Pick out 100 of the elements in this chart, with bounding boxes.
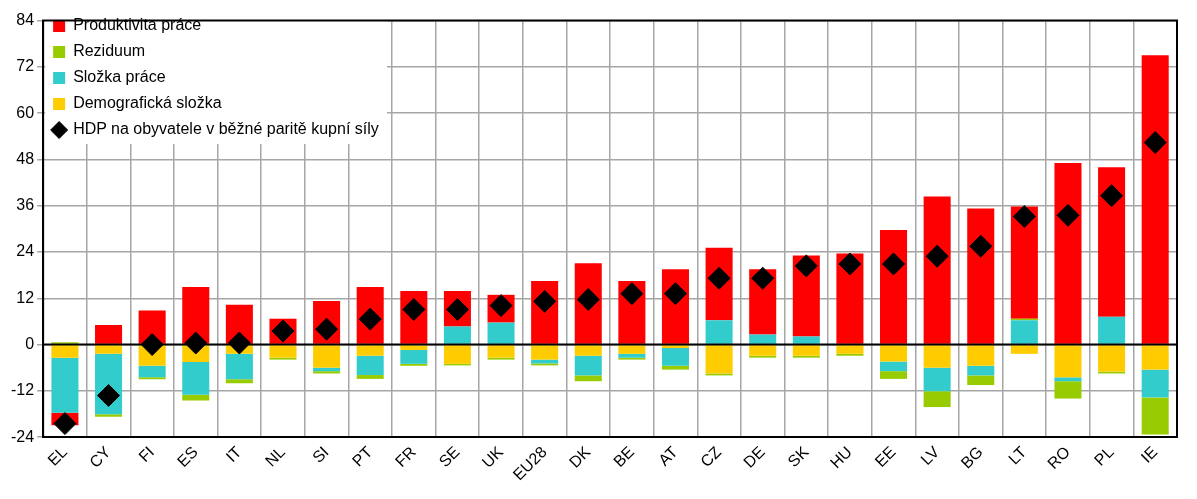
- bar: [95, 324, 123, 344]
- bar: [880, 345, 908, 362]
- y-tick-label: 36: [16, 196, 35, 214]
- point: [1056, 203, 1080, 227]
- bar: [1141, 55, 1169, 344]
- x-tick-label: AT: [655, 442, 681, 469]
- x-tick-label: IT: [222, 442, 245, 466]
- x-tick-label: CZ: [697, 442, 725, 471]
- bar: [1010, 345, 1038, 354]
- bar: [967, 345, 995, 366]
- legend-label: Reziduum: [73, 42, 146, 60]
- bar: [923, 196, 951, 344]
- x-tick-label: SI: [309, 443, 332, 466]
- y-tick-label: 24: [16, 242, 35, 260]
- bar: [661, 365, 689, 370]
- bar: [792, 345, 820, 356]
- x-tick-label: SE: [435, 443, 463, 471]
- x-tick-label: RO: [1044, 443, 1074, 473]
- bar: [574, 355, 602, 376]
- x-tick-label: FI: [135, 443, 158, 466]
- point: [1100, 184, 1124, 208]
- bar: [443, 345, 471, 364]
- bar: [967, 365, 995, 376]
- bar: [618, 353, 646, 358]
- x-tick-label: IE: [1137, 443, 1161, 466]
- point: [663, 282, 687, 306]
- point: [1143, 130, 1167, 154]
- legend-label: Produktivita práce: [73, 16, 202, 34]
- x-tick-label: BE: [609, 443, 638, 471]
- bar: [487, 345, 515, 358]
- x-tick-label: EE: [871, 443, 899, 471]
- x-tick-label: PL: [1090, 443, 1117, 469]
- point: [969, 234, 993, 258]
- bar: [967, 208, 995, 344]
- bar: [1141, 369, 1169, 398]
- bar: [400, 349, 428, 364]
- bar: [923, 345, 951, 368]
- bar: [1054, 381, 1082, 399]
- x-tick-label: HU: [826, 443, 856, 472]
- bar: [1098, 167, 1126, 317]
- x-tick-label: DK: [565, 442, 594, 471]
- x-tick-label: EL: [44, 443, 71, 469]
- bar: [705, 320, 733, 344]
- y-tick-label: 0: [25, 334, 35, 352]
- x-tick-label: ES: [173, 443, 201, 471]
- x-tick-label: UK: [478, 442, 507, 471]
- bar: [1098, 316, 1126, 344]
- bar: [356, 375, 384, 379]
- point: [53, 412, 77, 436]
- bar: [225, 353, 253, 380]
- x-tick-label: LV: [917, 442, 943, 469]
- point: [794, 254, 818, 278]
- y-tick-label: 72: [16, 57, 35, 75]
- bar: [487, 322, 515, 344]
- point: [925, 244, 949, 268]
- bar: [313, 345, 341, 368]
- point: [751, 266, 775, 290]
- bar: [51, 357, 79, 413]
- bar: [95, 414, 123, 417]
- y-tick-label: 60: [16, 103, 35, 121]
- bar: [1010, 206, 1038, 319]
- bar: [1054, 377, 1082, 382]
- bar: [967, 375, 995, 386]
- bar: [1098, 345, 1126, 372]
- bar: [880, 371, 908, 379]
- x-tick-label: BG: [957, 443, 986, 472]
- x-tick-label: FR: [391, 443, 420, 471]
- bar: [705, 345, 733, 374]
- point: [838, 252, 862, 276]
- bar: [356, 345, 384, 356]
- bar: [95, 345, 123, 354]
- x-tick-label: SK: [784, 442, 812, 471]
- bar: [182, 361, 210, 395]
- point: [1012, 205, 1036, 229]
- x-tick-label: LT: [1005, 442, 1030, 468]
- x-tick-label: CY: [86, 442, 114, 471]
- legend-label: Složka práce: [73, 68, 166, 86]
- legend-label: Demografická složka: [73, 94, 222, 112]
- bar: [880, 361, 908, 372]
- bar: [1141, 345, 1169, 370]
- y-tick-label: -24: [11, 427, 35, 445]
- bar: [836, 345, 864, 354]
- x-tick-label: PT: [348, 442, 376, 470]
- bar: [749, 345, 777, 356]
- bar: [138, 365, 166, 378]
- bar: [618, 345, 646, 354]
- bar: [574, 375, 602, 382]
- bar: [574, 345, 602, 356]
- x-tick-label: NL: [261, 443, 289, 470]
- bar: [51, 345, 79, 358]
- y-tick-label: -12: [11, 381, 35, 399]
- bar: [749, 334, 777, 344]
- bar: [923, 391, 951, 408]
- bar: [443, 326, 471, 344]
- bar: [661, 348, 689, 366]
- x-tick-label: DE: [740, 443, 768, 471]
- bar: [792, 336, 820, 344]
- bar: [1141, 397, 1169, 435]
- bar: [1010, 320, 1038, 344]
- bar: [225, 379, 253, 384]
